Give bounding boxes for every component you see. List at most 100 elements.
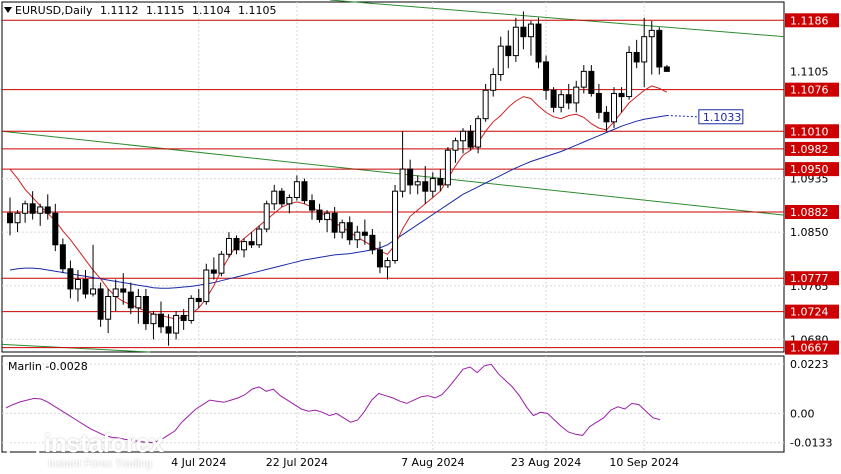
candle-body xyxy=(173,314,180,334)
candle-body xyxy=(384,260,391,268)
candle-body xyxy=(663,66,670,72)
candle-body xyxy=(135,296,142,309)
candle-body xyxy=(580,70,587,88)
logo-tagline: Instant Forex Trading xyxy=(48,458,152,470)
ma-value-box xyxy=(698,109,744,125)
candle-body xyxy=(369,234,376,251)
candle-body xyxy=(225,237,232,255)
candle-body xyxy=(195,297,202,303)
candle-body xyxy=(603,111,610,123)
candle-body xyxy=(59,244,66,270)
level-label-box xyxy=(785,141,839,156)
candle-body xyxy=(512,26,519,57)
candle-body xyxy=(316,209,323,221)
candle-body xyxy=(286,196,293,205)
dropdown-triangle-icon[interactable] xyxy=(4,7,12,13)
candle-body xyxy=(22,203,29,214)
ma-slow-projection xyxy=(666,115,697,118)
candle-body xyxy=(422,181,429,192)
candle-body xyxy=(324,212,331,221)
ma-fast-line xyxy=(9,85,668,320)
candle-body xyxy=(97,288,104,320)
candle-body xyxy=(565,94,572,104)
candle-body xyxy=(74,278,81,290)
candle-body xyxy=(414,181,421,186)
symbol-header: EURUSD,Daily 1.1112 1.1115 1.1104 1.1105 xyxy=(4,4,280,17)
candle-body xyxy=(158,313,164,328)
time-axis-label: 22 Jul 2024 xyxy=(266,456,328,469)
candle-body xyxy=(407,168,414,186)
oscillator-label: Marlin -0.0028 xyxy=(8,360,88,373)
marlin-line xyxy=(5,363,661,444)
candle-body xyxy=(180,314,187,321)
level-label: 1.1076 xyxy=(790,84,829,97)
candle-body xyxy=(633,51,640,63)
candle-body xyxy=(52,212,59,246)
candle-body xyxy=(361,231,368,236)
candle-body xyxy=(271,190,278,205)
candle-body xyxy=(429,178,436,192)
candle-body xyxy=(626,51,633,98)
time-axis-label: 7 Aug 2024 xyxy=(401,456,464,469)
candle-body xyxy=(309,200,315,211)
price-tick-label: 1.0850 xyxy=(790,226,829,239)
level-label-box xyxy=(785,13,839,28)
level-label: 1.0882 xyxy=(790,206,829,219)
candle-body xyxy=(648,29,655,38)
ma-slow-line xyxy=(9,115,667,289)
candle-body xyxy=(301,181,308,202)
level-label: 1.1186 xyxy=(790,14,829,27)
candle-body xyxy=(618,92,625,98)
osc-tick-label: 0.00 xyxy=(790,407,815,420)
level-label-box xyxy=(785,82,839,97)
candle-body xyxy=(437,178,444,186)
candle-body xyxy=(82,278,89,295)
candle-body xyxy=(520,26,527,38)
level-label: 1.0982 xyxy=(790,143,829,156)
high-value: 1.1115 xyxy=(145,4,185,17)
candle-body xyxy=(7,212,13,224)
price-label: 1.1105 xyxy=(790,65,829,78)
oscillator-pane-frame xyxy=(1,355,785,453)
candle-body xyxy=(188,297,195,321)
candle-body xyxy=(392,190,399,262)
level-label-box xyxy=(785,340,839,355)
close-value: 1.1105 xyxy=(237,4,277,17)
candle-body xyxy=(120,288,127,293)
candle-body xyxy=(37,206,44,214)
low-value: 1.1104 xyxy=(191,4,231,17)
osc-tick-label: -0.0133 xyxy=(790,437,832,450)
time-axis-label: 4 Jul 2024 xyxy=(171,456,226,469)
candle-body xyxy=(490,74,497,91)
level-label: 1.0950 xyxy=(790,163,829,176)
level-label: 1.1010 xyxy=(790,125,829,138)
level-label-box xyxy=(785,304,839,319)
candle-body xyxy=(444,149,451,186)
instaforex-logo: instaforex Instant Forex Trading xyxy=(4,428,174,472)
price-pane-frame xyxy=(1,1,785,353)
candle-body xyxy=(482,89,489,120)
candle-body xyxy=(105,296,112,320)
candle-body xyxy=(346,222,353,241)
candle-body xyxy=(339,222,346,233)
candle-body xyxy=(248,241,255,246)
price-label-box xyxy=(785,64,839,79)
candle-body xyxy=(588,70,595,94)
candle-body xyxy=(550,89,557,108)
time-axis-label: 23 Aug 2024 xyxy=(511,456,581,469)
level-label: 1.0724 xyxy=(790,306,829,319)
candle-body xyxy=(127,291,134,309)
osc-tick-label: 0.0223 xyxy=(790,358,829,371)
candle-body xyxy=(452,140,459,151)
candle-body xyxy=(535,23,542,63)
ma-value-label: 1.1033 xyxy=(703,111,742,124)
candle-body xyxy=(527,23,534,38)
candle-body xyxy=(90,288,97,295)
trend-line-middle xyxy=(1,130,785,216)
level-label-box xyxy=(785,271,839,286)
candle-body xyxy=(150,313,157,325)
logo-name: instaforex xyxy=(44,428,164,458)
level-label-box xyxy=(785,162,839,177)
candle-body xyxy=(573,86,580,104)
